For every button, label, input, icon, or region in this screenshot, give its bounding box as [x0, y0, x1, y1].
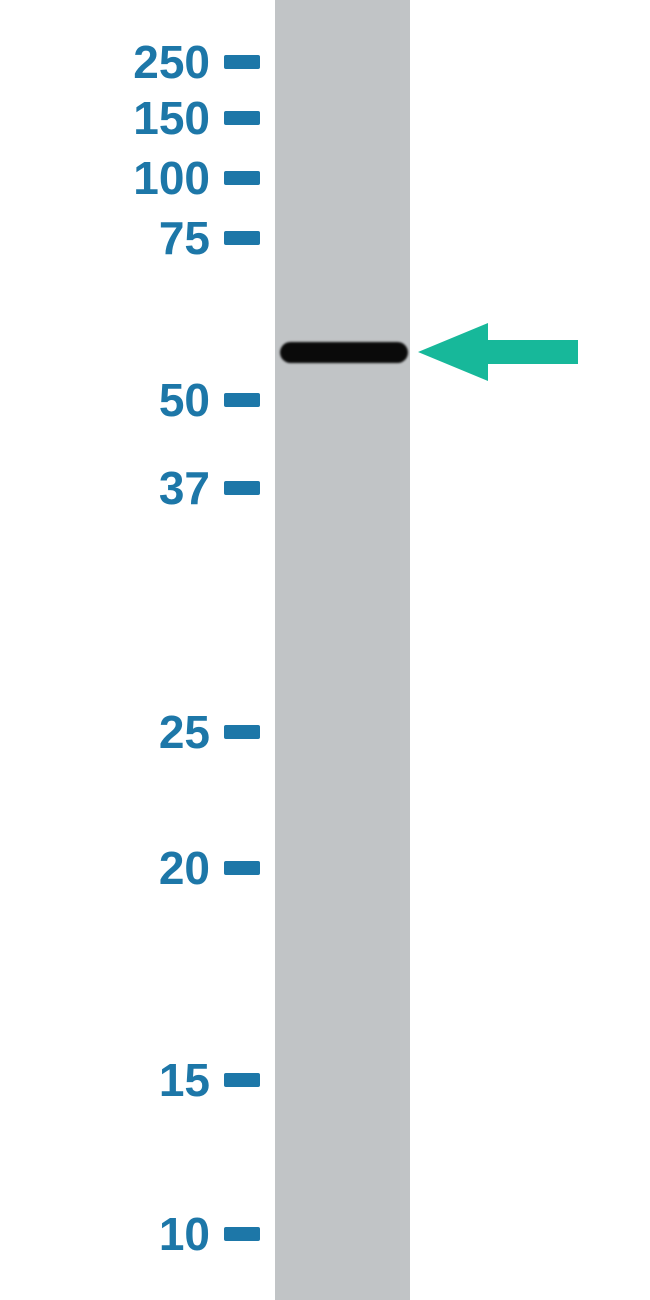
- mw-tick: [224, 55, 260, 69]
- mw-marker: 10: [0, 1211, 260, 1257]
- mw-marker: 15: [0, 1057, 260, 1103]
- mw-tick: [224, 393, 260, 407]
- mw-tick: [224, 481, 260, 495]
- mw-label: 20: [159, 845, 210, 891]
- mw-tick: [224, 231, 260, 245]
- mw-label: 100: [133, 155, 210, 201]
- mw-label: 250: [133, 39, 210, 85]
- mw-tick: [224, 1227, 260, 1241]
- gel-lane: [275, 0, 410, 1300]
- mw-label: 37: [159, 465, 210, 511]
- mw-tick: [224, 171, 260, 185]
- western-blot-figure: 250 150 100 75 50 37 25 20 15 10: [0, 0, 650, 1300]
- mw-label: 10: [159, 1211, 210, 1257]
- mw-label: 15: [159, 1057, 210, 1103]
- mw-label: 25: [159, 709, 210, 755]
- mw-marker: 50: [0, 377, 260, 423]
- mw-tick: [224, 861, 260, 875]
- mw-tick: [224, 725, 260, 739]
- mw-marker: 150: [0, 95, 260, 141]
- mw-tick: [224, 1073, 260, 1087]
- mw-marker: 75: [0, 215, 260, 261]
- mw-tick: [224, 111, 260, 125]
- mw-marker: 20: [0, 845, 260, 891]
- band-arrow-icon: [418, 323, 578, 381]
- mw-marker: 100: [0, 155, 260, 201]
- protein-band: [280, 342, 408, 363]
- mw-label: 75: [159, 215, 210, 261]
- mw-marker: 25: [0, 709, 260, 755]
- mw-marker: 250: [0, 39, 260, 85]
- mw-label: 150: [133, 95, 210, 141]
- mw-label: 50: [159, 377, 210, 423]
- mw-marker: 37: [0, 465, 260, 511]
